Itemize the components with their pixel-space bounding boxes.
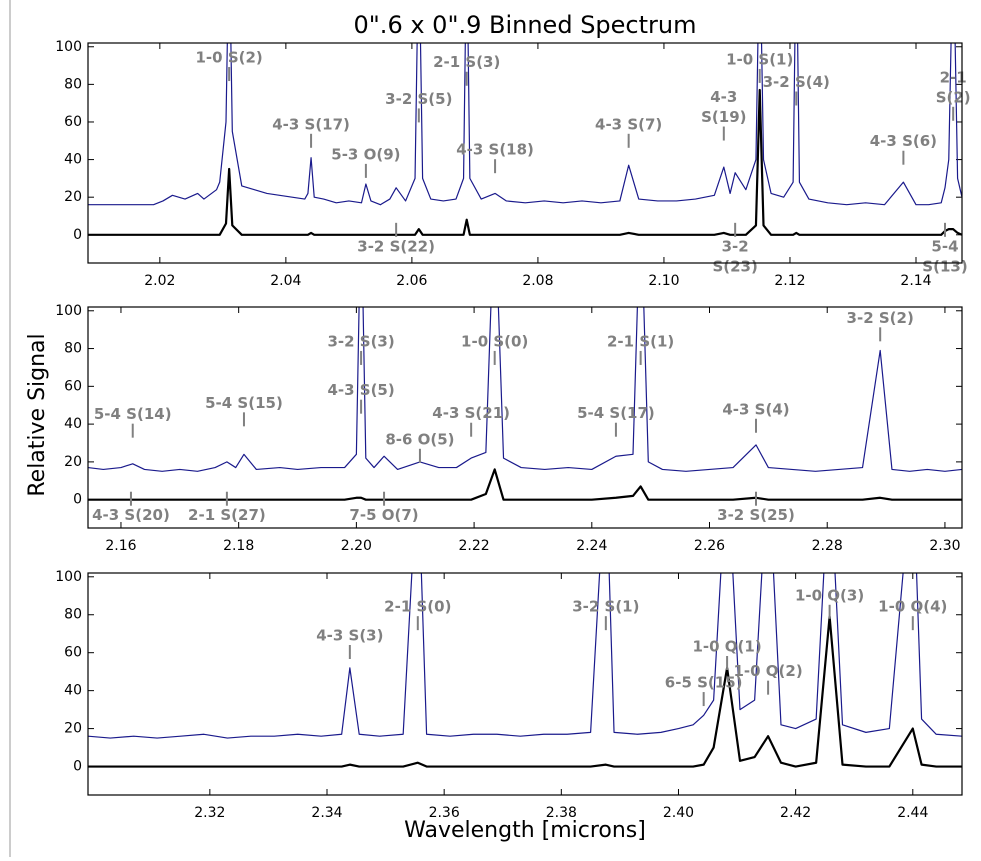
line-label: 1-0 S(0) — [461, 332, 528, 350]
line-label: 3-2 S(1) — [572, 598, 639, 616]
line-label: 3-2 S(3) — [327, 332, 394, 350]
line-label: 1-0 S(1) — [726, 50, 793, 68]
spectrum-line — [88, 615, 962, 768]
x-tick-label: 2.18 — [223, 538, 254, 554]
line-label: 3-2 S(2) — [847, 309, 914, 327]
line-label: 4-3 S(6) — [870, 132, 937, 150]
y-tick-label: 60 — [64, 645, 82, 661]
line-label: 5-4 — [931, 237, 958, 255]
x-tick-label: 2.14 — [900, 273, 931, 289]
y-tick-label: 80 — [64, 607, 82, 623]
plot-frame — [87, 42, 963, 264]
line-label: S(19) — [701, 108, 746, 126]
line-label: 4-3 S(3) — [316, 626, 383, 644]
line-label: 2-1 S(27) — [188, 506, 266, 524]
x-tick-label: 2.16 — [105, 538, 136, 554]
line-label: 4-3 S(7) — [595, 115, 662, 133]
plot-frame — [87, 306, 963, 529]
y-tick-label: 40 — [64, 416, 82, 432]
line-label: 5-4 S(17) — [577, 404, 655, 422]
line-label: 3-2 S(25) — [717, 506, 795, 524]
x-tick-label: 2.34 — [311, 805, 342, 821]
y-tick-label: 100 — [55, 569, 82, 585]
x-tick-label: 2.30 — [929, 538, 960, 554]
y-tick-label: 20 — [64, 721, 82, 737]
line-label: 3-2 S(4) — [763, 73, 830, 91]
line-label: 3-2 — [722, 237, 749, 255]
y-axis-label: Relative Signal — [25, 333, 50, 496]
line-label: 4-3 S(4) — [722, 400, 789, 418]
line-label: 7-5 O(7) — [349, 506, 418, 524]
line-label: 2-1 S(3) — [433, 53, 500, 71]
x-tick-label: 2.06 — [396, 273, 427, 289]
line-label: 4-3 S(17) — [272, 115, 350, 133]
x-tick-label: 2.40 — [663, 805, 694, 821]
x-tick-label: 2.26 — [694, 538, 725, 554]
line-label: 3-2 S(5) — [385, 90, 452, 108]
line-label: 6-5 S(15) — [665, 674, 743, 692]
x-tick-label: 2.02 — [144, 273, 175, 289]
line-label: S(23) — [712, 257, 757, 275]
y-tick-label: 20 — [64, 454, 82, 470]
line-label: 5-3 O(9) — [331, 145, 400, 163]
line-label: 2-1 S(1) — [607, 332, 674, 350]
x-tick-label: 2.28 — [812, 538, 843, 554]
line-label: 4-3 S(20) — [92, 506, 170, 524]
spectrum-line — [88, 468, 962, 501]
spectrum-line — [88, 573, 962, 739]
y-tick-label: 80 — [64, 76, 82, 92]
plot-frame — [87, 572, 963, 796]
line-label: 1-0 S(2) — [196, 49, 263, 67]
x-tick-label: 2.10 — [648, 273, 679, 289]
line-label: 5-4 S(15) — [205, 394, 283, 412]
x-tick-label: 2.44 — [897, 805, 928, 821]
x-axis-label: Wavelength [microns] — [404, 818, 646, 843]
y-tick-label: 40 — [64, 152, 82, 168]
x-tick-label: 2.24 — [576, 538, 607, 554]
y-tick-label: 60 — [64, 378, 82, 394]
x-tick-label: 2.22 — [459, 538, 490, 554]
line-label: 4-3 S(18) — [456, 141, 534, 159]
line-label: 2-1 — [940, 68, 967, 86]
x-tick-label: 2.38 — [546, 805, 577, 821]
y-tick-label: 100 — [55, 39, 82, 55]
x-tick-label: 2.12 — [774, 273, 805, 289]
chart-title: 0".6 x 0".9 Binned Spectrum — [354, 11, 697, 39]
line-label: 4-3 S(5) — [327, 381, 394, 399]
spectrum-line — [88, 88, 962, 236]
y-tick-label: 100 — [55, 303, 82, 319]
x-tick-label: 2.04 — [270, 273, 301, 289]
y-tick-label: 80 — [64, 341, 82, 357]
line-label: S(13) — [922, 257, 967, 275]
spectrum-line — [88, 43, 962, 206]
y-tick-label: 60 — [64, 114, 82, 130]
line-label: 3-2 S(22) — [357, 237, 435, 255]
line-label: 1-0 Q(4) — [878, 598, 947, 616]
y-tick-label: 0 — [73, 492, 82, 508]
x-tick-label: 2.08 — [522, 273, 553, 289]
y-tick-label: 0 — [73, 227, 82, 243]
line-label: 1-0 Q(3) — [795, 586, 864, 604]
line-label: 8-6 O(5) — [385, 430, 454, 448]
x-tick-label: 2.36 — [429, 805, 460, 821]
line-label: 4-3 S(21) — [432, 404, 510, 422]
spectrum-line — [88, 307, 962, 472]
line-label: S(2) — [936, 88, 971, 106]
y-tick-label: 40 — [64, 683, 82, 699]
line-label: 2-1 S(0) — [384, 598, 451, 616]
line-label: 5-4 S(14) — [94, 405, 172, 423]
x-tick-label: 2.32 — [194, 805, 225, 821]
line-label: 1-0 Q(2) — [733, 662, 802, 680]
line-label: 1-0 Q(1) — [692, 638, 761, 656]
x-tick-label: 2.42 — [780, 805, 811, 821]
y-tick-label: 20 — [64, 189, 82, 205]
line-label: 4-3 — [710, 88, 737, 106]
y-tick-label: 0 — [73, 759, 82, 775]
x-tick-label: 2.20 — [341, 538, 372, 554]
